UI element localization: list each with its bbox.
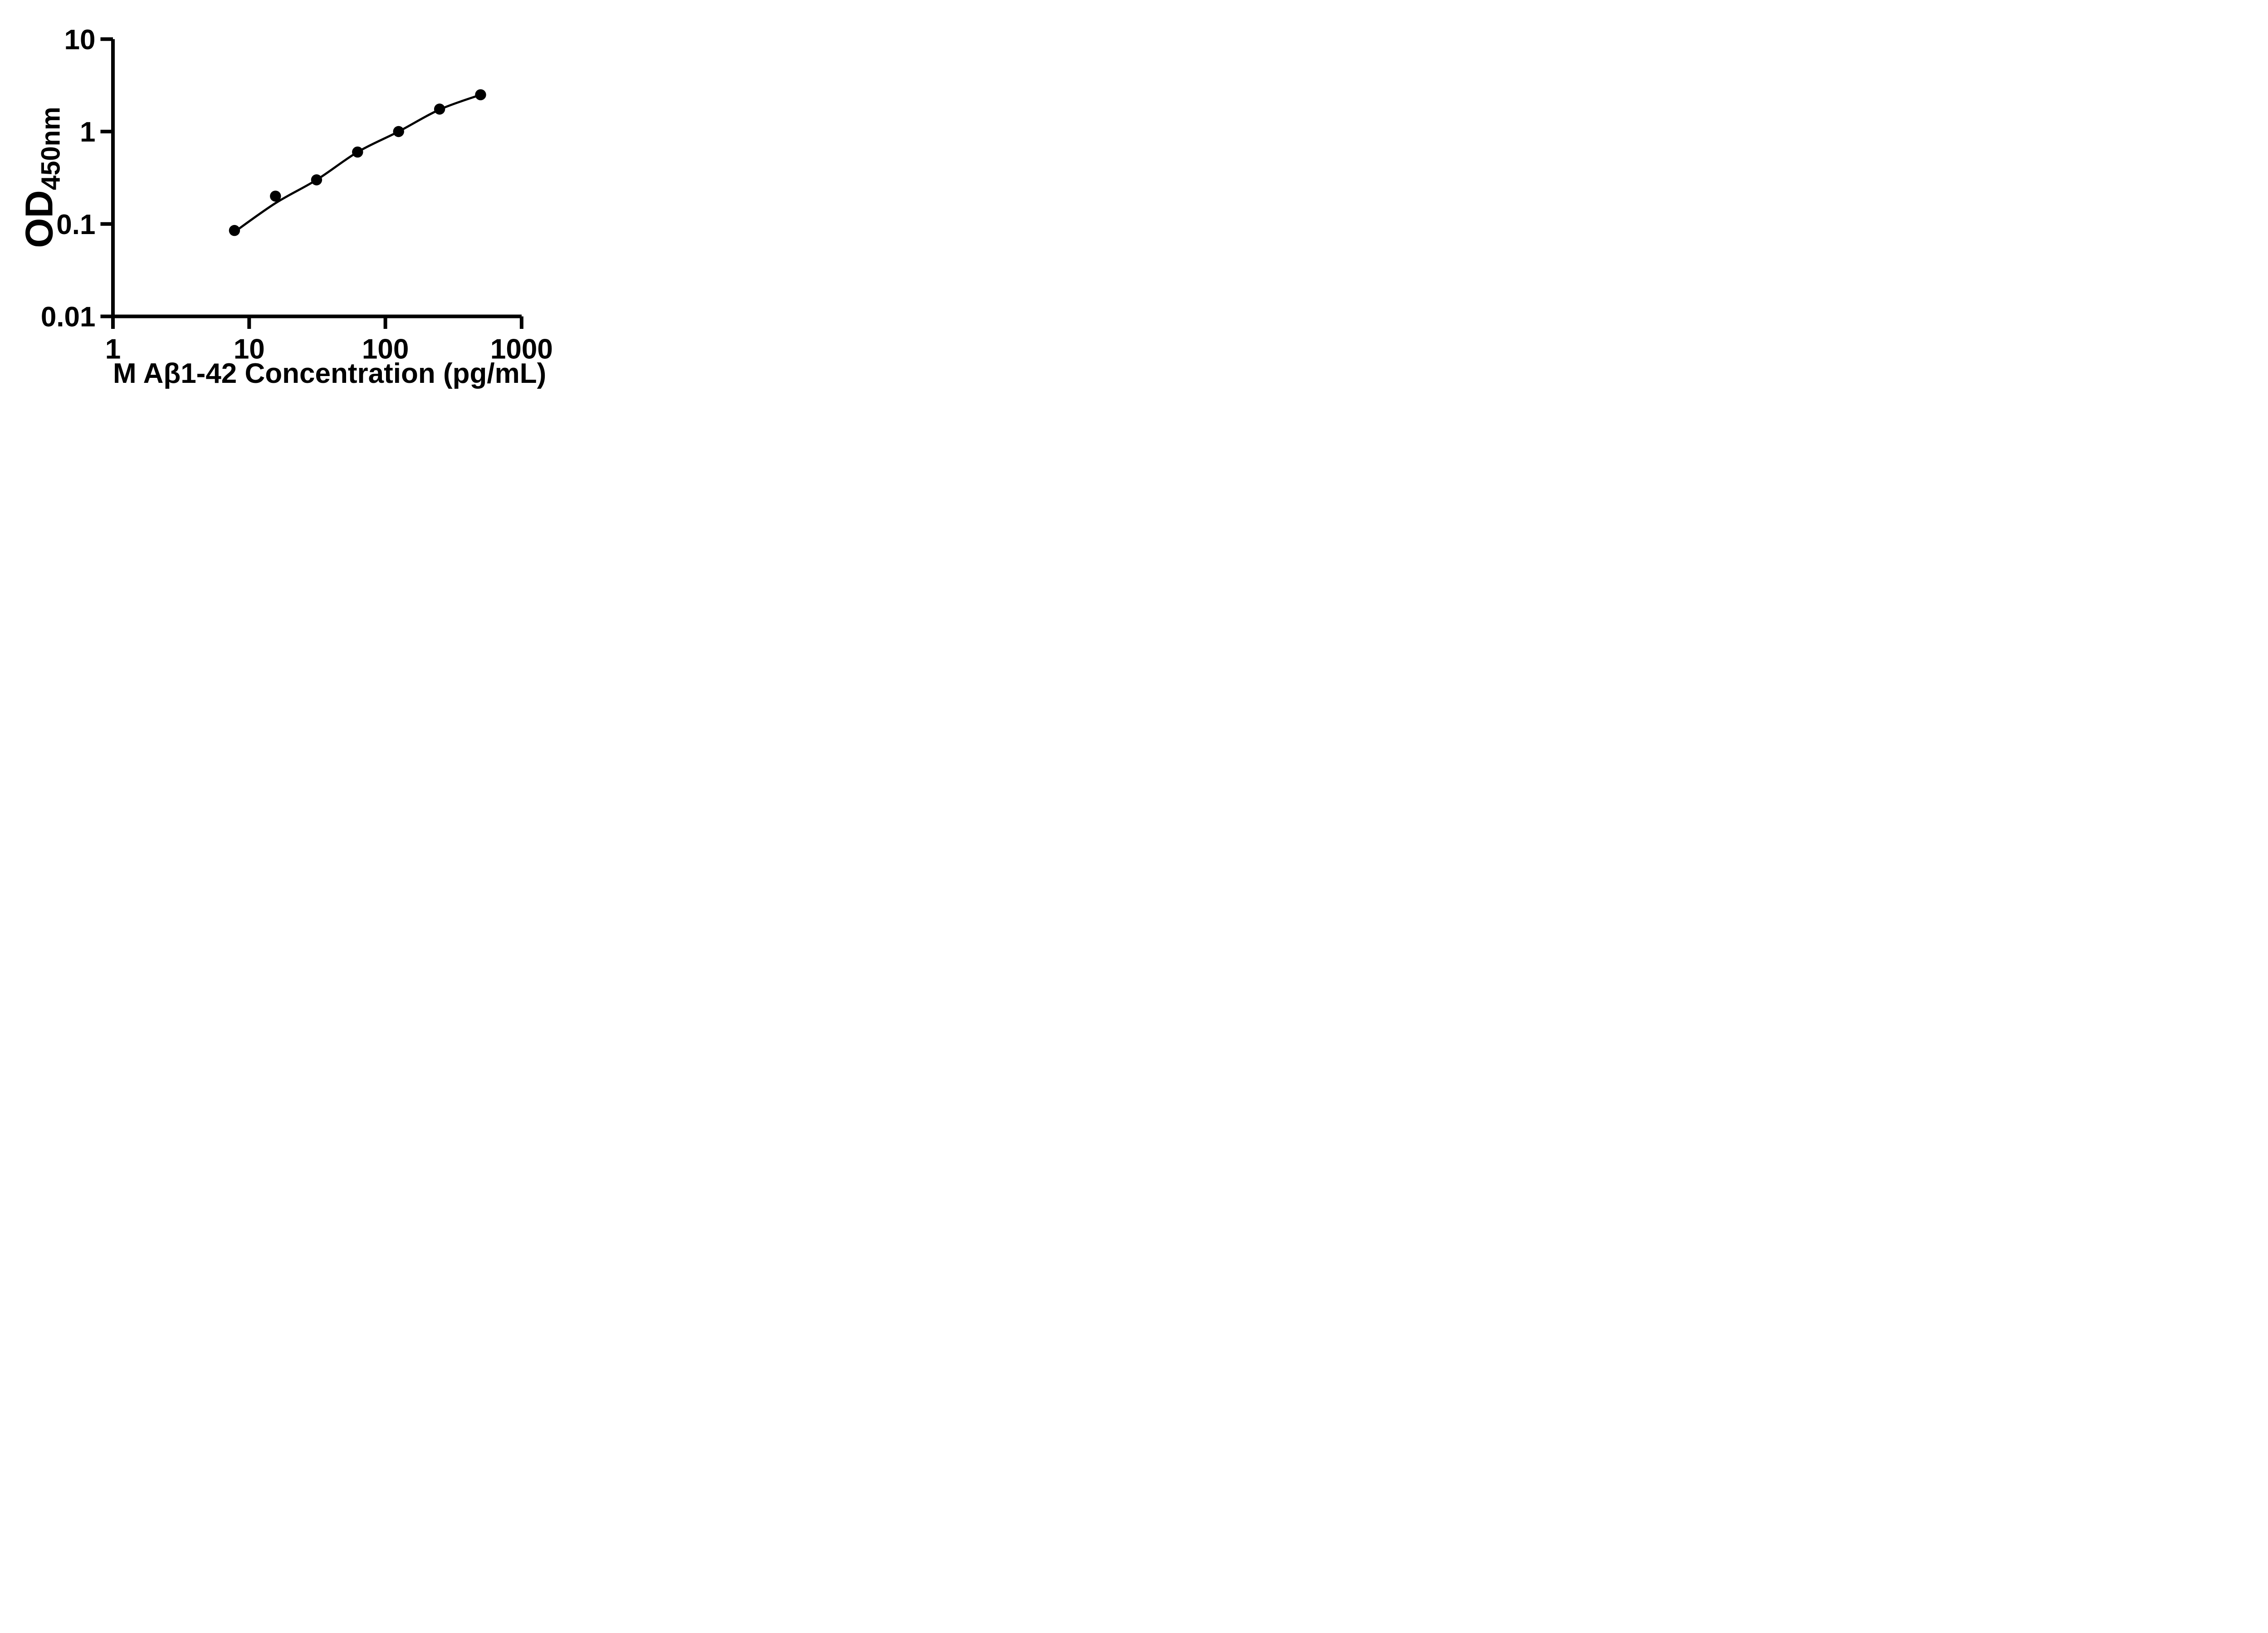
data-point bbox=[311, 174, 323, 186]
data-point bbox=[270, 191, 281, 202]
data-point bbox=[434, 103, 445, 115]
y-tick-label: 1 bbox=[80, 117, 95, 148]
plot-svg: 10 1 0.1 0.01 1 10 100 1000 bbox=[41, 24, 553, 365]
elisa-standard-curve-figure: 10 1 0.1 0.01 1 10 100 1000 M Aβ1-42 Concentrat… bbox=[0, 0, 583, 408]
x-axis-title: M Aβ1-42 Concentration (pg/mL) bbox=[113, 358, 547, 389]
x-tick-label: 100 bbox=[362, 334, 409, 365]
data-point bbox=[475, 89, 486, 101]
x-tick-label: 1 bbox=[105, 334, 121, 365]
y-axis-title-sub: 450nm bbox=[36, 107, 66, 191]
y-tick-label: 0.1 bbox=[56, 209, 95, 240]
fit-curve bbox=[234, 93, 481, 233]
y-tick-label: 10 bbox=[64, 24, 96, 55]
y-tick-label: 0.01 bbox=[41, 302, 96, 333]
data-point bbox=[229, 225, 240, 236]
data-point bbox=[352, 147, 363, 158]
y-axis-title: OD450nm bbox=[18, 107, 66, 248]
y-axis-title-main: OD bbox=[18, 190, 61, 248]
data-point bbox=[393, 126, 404, 137]
x-tick-label: 1000 bbox=[490, 334, 553, 365]
x-tick-label: 10 bbox=[234, 334, 265, 365]
